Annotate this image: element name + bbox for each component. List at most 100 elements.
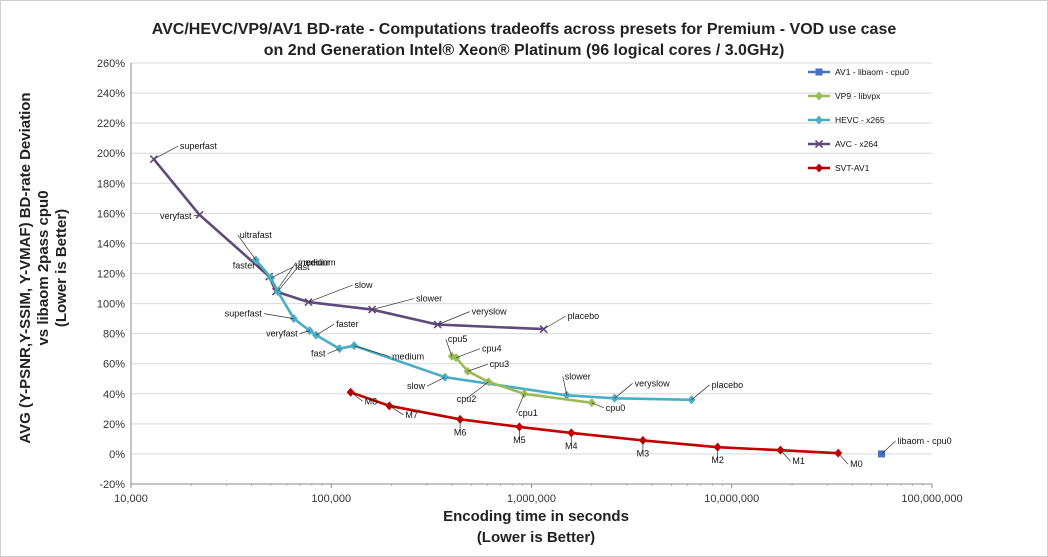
point-label-leader [614, 383, 633, 399]
series-avc-x264: superfast veryfast faster medium slow slower v… [149, 141, 600, 334]
point-label-leader [881, 440, 896, 455]
point-label: placebo [568, 311, 600, 321]
x-tick-label: 10,000 [114, 493, 148, 505]
legend: AV1 - libaom - cpu0 VP9 - libvpx HEVC - x2… [808, 67, 909, 173]
point-label: medium [298, 258, 330, 268]
point-label: cpu5 [448, 334, 468, 344]
point-label: M0 [850, 459, 863, 469]
point-label-leader [426, 376, 446, 387]
point-label-leader [389, 405, 404, 416]
point-label: cpu0 [606, 403, 626, 413]
point-label: M5 [513, 435, 526, 445]
point-label-leader [543, 315, 566, 330]
series-av1-libaom-cpu0: libaom - cpu0 [878, 436, 952, 458]
point-label-leader [263, 313, 294, 319]
legend-label: HEVC - x265 [835, 115, 885, 125]
legend-item: VP9 - libvpx [808, 91, 881, 101]
point-label-leader [350, 392, 363, 402]
point-label-leader [315, 323, 335, 336]
point-label: M2 [711, 455, 724, 465]
x-tick-label: 100,000 [311, 493, 351, 505]
point-label: libaom - cpu0 [898, 436, 952, 446]
data-point-stroke [814, 139, 824, 149]
point-label-leader [837, 452, 849, 465]
point-label-leader [270, 266, 294, 279]
point-label: medium [392, 352, 424, 362]
y-tick-label: 20% [103, 419, 125, 431]
point-label-leader [372, 298, 415, 310]
series-line [254, 259, 692, 402]
point-label-leader [275, 262, 297, 292]
data-point [815, 68, 823, 76]
point-label: cpu4 [482, 344, 502, 354]
axes [130, 63, 933, 488]
point-label-leader [780, 449, 791, 462]
y-tick-label: 240% [97, 88, 125, 100]
y-tick-label: 60% [103, 359, 125, 371]
point-label: faster [336, 319, 359, 329]
x-tick-label: 100,000,000 [901, 493, 962, 505]
x-tick-label: 1,000,000 [507, 493, 556, 505]
point-label: superfast [225, 309, 263, 319]
legend-label: AVC - x264 [835, 139, 878, 149]
gridlines [131, 62, 932, 485]
y-tick-label: 160% [97, 208, 125, 220]
chart-title-line-1: AVC/HEVC/VP9/AV1 BD-rate - Computations … [152, 21, 897, 38]
point-label-leader [455, 348, 481, 359]
point-label: slow [407, 381, 426, 391]
y-tick-label: 140% [97, 238, 125, 250]
data-point [814, 139, 824, 149]
point-label: faster [233, 261, 256, 271]
point-label-leader [153, 145, 178, 160]
legend-item: SVT-AV1 [808, 163, 870, 173]
point-label-leader [308, 284, 353, 303]
point-label: slow [355, 280, 374, 290]
chart-title-line-2: on 2nd Generation Intel® Xeon® Platinum … [264, 42, 785, 59]
point-label: slower [416, 294, 442, 304]
point-label-leader [437, 311, 470, 325]
point-label-leader [515, 393, 525, 413]
y-axis-title-line-3: (Lower is Better) [53, 209, 70, 327]
legend-item: HEVC - x265 [808, 115, 885, 125]
point-label: M6 [454, 427, 467, 437]
y-axis-title-line-1: AVG (Y-PSNR,Y-SSIM, Y-VMAF) BD-rate Devi… [17, 92, 34, 443]
point-label: cpu1 [518, 408, 538, 418]
y-tick-label: 220% [97, 118, 125, 130]
point-label: veryslow [635, 378, 671, 388]
point-label-leader [562, 376, 568, 396]
point-label: veryslow [472, 307, 508, 317]
point-label-leader [237, 234, 257, 261]
point-label: M1 [792, 456, 805, 466]
y-axis-title-line-2: vs libaom 2pass cpu0 [35, 190, 52, 345]
legend-label: SVT-AV1 [835, 163, 870, 173]
y-tick-label: 120% [97, 269, 125, 281]
point-label: M8 [365, 396, 378, 406]
point-label: slower [565, 371, 591, 381]
point-label: M3 [637, 448, 650, 458]
point-label: M7 [405, 410, 418, 420]
point-label-leader [691, 384, 710, 401]
y-tick-label: -20% [99, 479, 125, 491]
point-label: M4 [565, 441, 578, 451]
point-label-leader [466, 381, 489, 400]
legend-label: VP9 - libvpx [835, 91, 881, 101]
point-label: cpu3 [490, 359, 510, 369]
data-point [815, 91, 823, 101]
point-label: medium [304, 258, 336, 268]
point-label-leader [467, 363, 488, 372]
point-label-leader [445, 339, 453, 357]
point-label: ultrafast [240, 230, 273, 240]
point-label: superfast [180, 141, 218, 151]
legend-label: AV1 - libaom - cpu0 [835, 67, 909, 77]
data-point [815, 163, 823, 173]
axis-tick-labels: -20% 0% 20% 40% 60% 80% 100% 120% 140% 160% 180% 20… [97, 58, 963, 505]
point-label: veryfast [266, 329, 298, 339]
point-label-leader [277, 262, 302, 292]
series-line [152, 158, 544, 331]
point-label: fast [311, 349, 326, 359]
data-point [815, 115, 823, 125]
point-label-leader [591, 402, 604, 409]
